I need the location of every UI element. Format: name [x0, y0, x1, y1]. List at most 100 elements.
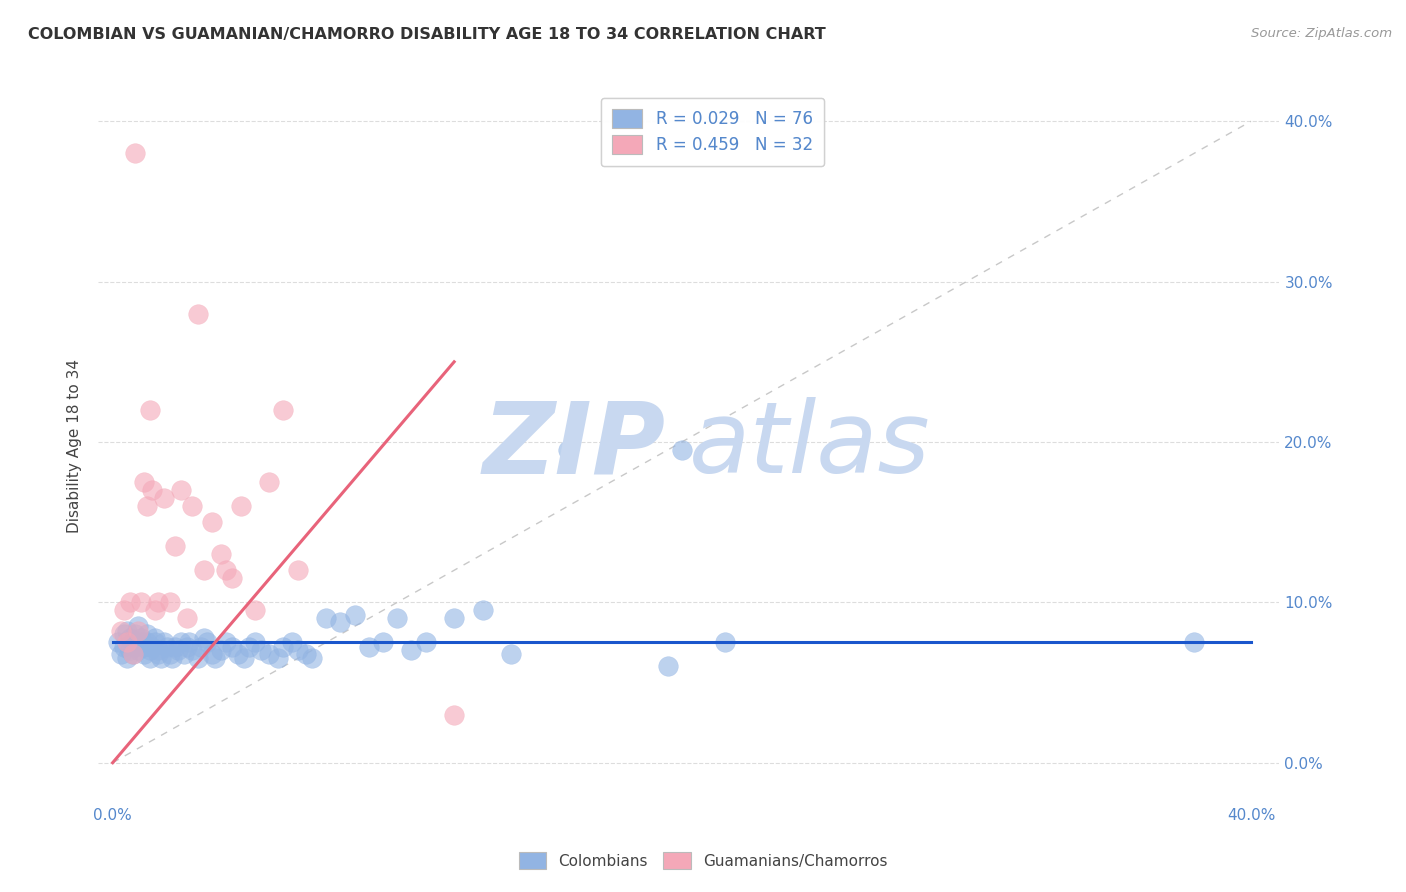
Legend: Colombians, Guamanians/Chamorros: Colombians, Guamanians/Chamorros	[513, 846, 893, 875]
Point	[179, 635, 201, 649]
Point	[301, 651, 323, 665]
Point	[162, 651, 184, 665]
Point	[135, 499, 157, 513]
Point	[209, 547, 232, 561]
Point	[273, 640, 295, 655]
Point	[415, 635, 437, 649]
Point	[215, 635, 238, 649]
Point	[329, 615, 352, 629]
Point	[193, 631, 215, 645]
Point	[159, 595, 181, 609]
Point	[138, 651, 160, 665]
Point	[181, 499, 204, 513]
Point	[148, 647, 170, 661]
Text: COLOMBIAN VS GUAMANIAN/CHAMORRO DISABILITY AGE 18 TO 34 CORRELATION CHART: COLOMBIAN VS GUAMANIAN/CHAMORRO DISABILI…	[28, 27, 825, 42]
Point	[387, 611, 409, 625]
Point	[173, 647, 195, 661]
Point	[193, 563, 215, 577]
Point	[165, 539, 187, 553]
Point	[110, 624, 132, 639]
Y-axis label: Disability Age 18 to 34: Disability Age 18 to 34	[67, 359, 83, 533]
Point	[127, 624, 149, 639]
Point	[153, 491, 176, 505]
Point	[238, 640, 260, 655]
Point	[181, 643, 204, 657]
Point	[165, 640, 187, 655]
Point	[209, 643, 232, 657]
Legend: R = 0.029   N = 76, R = 0.459   N = 32: R = 0.029 N = 76, R = 0.459 N = 32	[600, 97, 824, 166]
Point	[118, 643, 141, 657]
Point	[135, 635, 157, 649]
Point	[187, 307, 209, 321]
Point	[132, 640, 155, 655]
Point	[132, 475, 155, 489]
Point	[112, 603, 135, 617]
Point	[141, 483, 163, 497]
Point	[257, 647, 280, 661]
Point	[215, 563, 238, 577]
Point	[110, 647, 132, 661]
Point	[129, 631, 152, 645]
Point	[138, 403, 160, 417]
Point	[257, 475, 280, 489]
Point	[713, 635, 735, 649]
Point	[141, 640, 163, 655]
Point	[159, 647, 181, 661]
Point	[232, 651, 254, 665]
Point	[156, 640, 179, 655]
Point	[143, 631, 166, 645]
Point	[143, 603, 166, 617]
Point	[281, 635, 304, 649]
Point	[243, 603, 266, 617]
Point	[221, 571, 243, 585]
Point	[124, 640, 146, 655]
Point	[243, 635, 266, 649]
Point	[201, 515, 224, 529]
Point	[204, 651, 226, 665]
Point	[201, 647, 224, 661]
Point	[273, 403, 295, 417]
Point	[107, 635, 129, 649]
Point	[1182, 635, 1205, 649]
Point	[121, 635, 143, 649]
Point	[229, 499, 252, 513]
Point	[295, 647, 318, 661]
Point	[138, 643, 160, 657]
Point	[443, 611, 465, 625]
Point	[170, 635, 193, 649]
Point	[315, 611, 337, 625]
Point	[115, 651, 138, 665]
Point	[143, 635, 166, 649]
Point	[132, 647, 155, 661]
Point	[148, 643, 170, 657]
Point	[112, 627, 135, 641]
Point	[499, 647, 522, 661]
Point	[153, 635, 176, 649]
Text: Source: ZipAtlas.com: Source: ZipAtlas.com	[1251, 27, 1392, 40]
Point	[115, 635, 138, 649]
Point	[148, 595, 170, 609]
Text: atlas: atlas	[689, 398, 931, 494]
Point	[115, 624, 138, 639]
Point	[135, 627, 157, 641]
Text: ZIP: ZIP	[482, 398, 665, 494]
Point	[187, 651, 209, 665]
Point	[221, 640, 243, 655]
Point	[343, 608, 366, 623]
Point	[121, 647, 143, 661]
Point	[287, 643, 309, 657]
Point	[371, 635, 394, 649]
Point	[112, 640, 135, 655]
Point	[267, 651, 290, 665]
Point	[129, 595, 152, 609]
Point	[287, 563, 309, 577]
Point	[167, 643, 190, 657]
Point	[657, 659, 679, 673]
Point	[118, 631, 141, 645]
Point	[471, 603, 494, 617]
Point	[118, 595, 141, 609]
Point	[150, 651, 173, 665]
Point	[129, 635, 152, 649]
Point	[443, 707, 465, 722]
Point	[195, 635, 218, 649]
